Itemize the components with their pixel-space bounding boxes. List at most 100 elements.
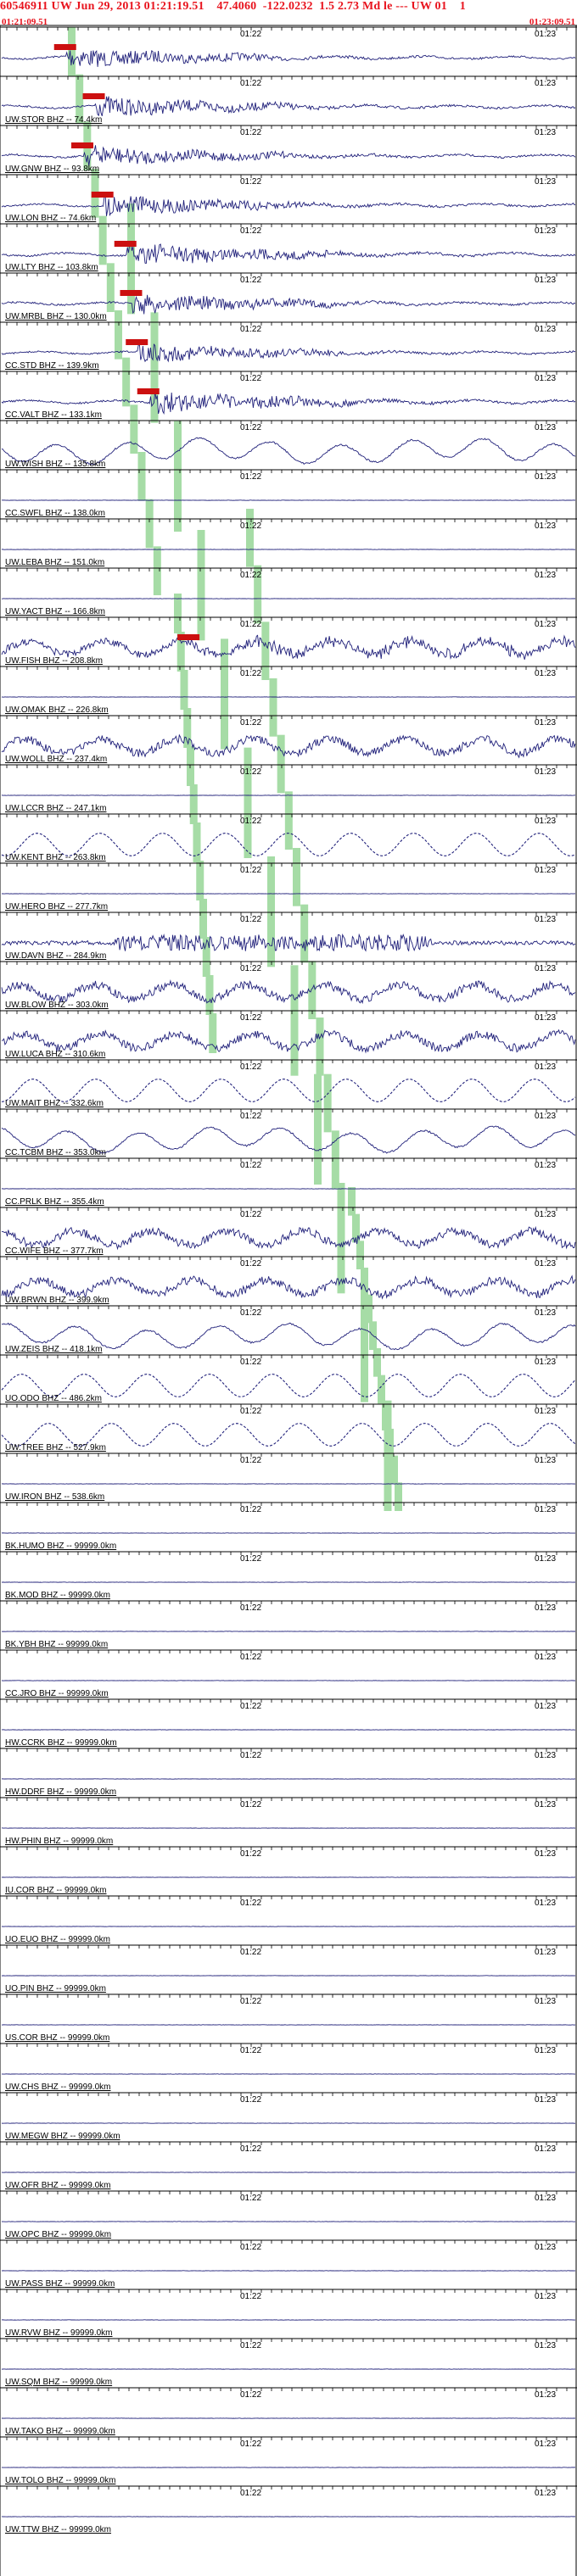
right-time-label: 01:23 [535, 1308, 556, 1318]
mid-time-label: 01:22 [240, 1013, 261, 1023]
phase-band [382, 1402, 389, 1430]
phase-band [150, 312, 159, 423]
waveform-trace [1, 1423, 576, 1447]
mid-time-label: 01:22 [240, 1800, 261, 1809]
waveform-trace [1, 145, 576, 166]
waveform-trace [1, 979, 576, 1005]
mid-time-label: 01:22 [240, 1161, 261, 1170]
mid-time-label: 01:22 [240, 128, 261, 137]
station-label: UW.WISH BHZ -- 135.8km [5, 460, 105, 469]
station-label: UW.OMAK BHZ -- 226.8km [5, 705, 109, 715]
phase-band [189, 784, 198, 824]
right-time-label: 01:23 [535, 1603, 556, 1613]
grid-lines [0, 25, 577, 2576]
phase-band [174, 594, 182, 633]
right-time-label: 01:23 [535, 177, 556, 187]
mid-time-label: 01:22 [240, 1407, 261, 1416]
mid-time-label: 01:22 [240, 1702, 261, 1711]
right-time-label: 01:23 [535, 1800, 556, 1809]
station-label: HW.CCRK BHZ -- 99999.0km [5, 1738, 117, 1748]
mid-time-label: 01:22 [240, 1849, 261, 1859]
phase-band [115, 310, 122, 360]
start-time: 01:21:09.51 [2, 17, 48, 27]
right-time-label: 01:23 [535, 1161, 556, 1170]
right-time-label: 01:23 [535, 2390, 556, 2400]
pick-marker [53, 44, 76, 50]
station-label: UW.FISH BHZ -- 208.8km [5, 656, 103, 666]
phase-band [356, 1241, 364, 1269]
phase-band [373, 1348, 381, 1377]
waveform-trace [1, 194, 576, 217]
mid-time-label: 01:22 [240, 1456, 261, 1465]
event-title: 60546911 UW Jun 29, 2013 01:21:19.51 47.… [0, 0, 466, 13]
right-time-label: 01:23 [535, 817, 556, 826]
waveform-trace [1, 833, 576, 856]
station-label: UW.TOLO BHZ -- 99999.0km [5, 2476, 115, 2485]
right-time-label: 01:23 [535, 1948, 556, 1957]
phase-band [174, 421, 182, 532]
right-time-label: 01:23 [535, 374, 556, 383]
station-label: UW.WOLL BHZ -- 237.4km [5, 755, 107, 764]
mid-time-label: 01:22 [240, 1997, 261, 2006]
phase-band [395, 1482, 402, 1511]
right-time-label: 01:23 [535, 1899, 556, 1908]
mid-time-label: 01:22 [240, 1358, 261, 1367]
phase-band [267, 856, 275, 967]
station-label: UO.EUO BHZ -- 99999.0km [5, 1935, 110, 1944]
right-time-label: 01:23 [535, 1505, 556, 1514]
station-label: CC.VALT BHZ -- 133.1km [5, 410, 102, 420]
right-time-label: 01:23 [535, 964, 556, 973]
phase-band [183, 708, 192, 748]
waveform-trace [1, 1274, 576, 1300]
phase-arrival-bands [68, 27, 402, 1511]
station-label: UO.ODO BHZ -- 486.2km [5, 1394, 102, 1403]
trace-labels: 01:22 01:23 01:22 01:23 UW.STOR BHZ -- 74.4k… [5, 30, 556, 2534]
phase-band [254, 565, 262, 624]
right-time-label: 01:23 [535, 2144, 556, 2154]
right-time-label: 01:23 [535, 472, 556, 482]
mid-time-label: 01:22 [240, 325, 261, 334]
phase-band [284, 791, 293, 850]
phase-band [153, 546, 161, 595]
station-label: UW.BRWN BHZ -- 399.9km [5, 1296, 109, 1305]
right-time-label: 01:23 [535, 1456, 556, 1465]
phase-band [390, 1455, 398, 1485]
mid-time-label: 01:22 [240, 915, 261, 924]
station-label: US.COR BHZ -- 99999.0km [5, 2033, 109, 2043]
phase-band [221, 638, 228, 750]
mid-time-label: 01:22 [240, 1308, 261, 1318]
station-label: UO.PIN BHZ -- 99999.0km [5, 1984, 106, 1993]
waveform-trace [1, 243, 576, 265]
mid-time-label: 01:22 [240, 2292, 261, 2301]
station-label: UW.PASS BHZ -- 99999.0km [5, 2279, 115, 2289]
station-label: UW.MAIT BHZ -- 332.6km [5, 1099, 104, 1108]
mid-time-label: 01:22 [240, 767, 261, 777]
station-label: UW.HERO BHZ -- 277.7km [5, 902, 108, 912]
station-label: UW.CHS BHZ -- 99999.0km [5, 2083, 110, 2092]
phase-band [261, 622, 270, 680]
phase-band [180, 670, 188, 710]
right-time-label: 01:23 [535, 571, 556, 580]
phase-band [323, 1073, 332, 1133]
waveform-trace [1, 1374, 576, 1397]
phase-band [308, 961, 317, 1019]
phase-band [137, 452, 146, 501]
station-label: HW.DDRF BHZ -- 99999.0km [5, 1787, 116, 1797]
station-label: CC.WIFE BHZ -- 377.7km [5, 1246, 104, 1256]
waveform-trace [1, 437, 576, 466]
mid-time-label: 01:22 [240, 620, 261, 629]
phase-band [352, 1213, 360, 1243]
station-label: UW.RVW BHZ -- 99999.0km [5, 2328, 113, 2338]
mid-time-label: 01:22 [240, 374, 261, 383]
end-time: 01:23:09.51 [529, 17, 575, 27]
mid-time-label: 01:22 [240, 1948, 261, 1957]
right-time-label: 01:23 [535, 128, 556, 137]
right-time-label: 01:23 [535, 915, 556, 924]
waveform-trace [1, 1079, 576, 1102]
station-label: UW.DAVN BHZ -- 284.9km [5, 951, 106, 961]
phase-band [98, 215, 107, 265]
right-time-label: 01:23 [535, 1849, 556, 1859]
right-time-label: 01:23 [535, 718, 556, 728]
mid-time-label: 01:22 [240, 2243, 261, 2252]
phase-band [202, 937, 210, 977]
